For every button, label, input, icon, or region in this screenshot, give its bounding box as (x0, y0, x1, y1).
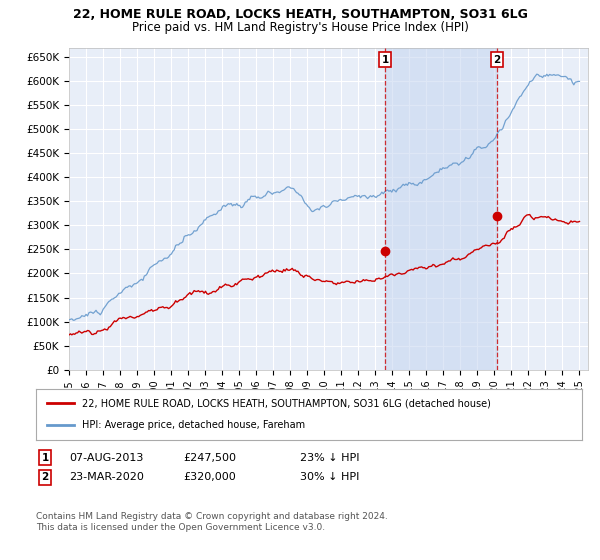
Text: Contains HM Land Registry data © Crown copyright and database right 2024.
This d: Contains HM Land Registry data © Crown c… (36, 512, 388, 532)
Text: Price paid vs. HM Land Registry's House Price Index (HPI): Price paid vs. HM Land Registry's House … (131, 21, 469, 34)
Text: 1: 1 (382, 55, 389, 64)
Text: 30% ↓ HPI: 30% ↓ HPI (300, 472, 359, 482)
Text: 07-AUG-2013: 07-AUG-2013 (69, 452, 143, 463)
Text: 23% ↓ HPI: 23% ↓ HPI (300, 452, 359, 463)
Text: 2: 2 (41, 472, 49, 482)
Text: 22, HOME RULE ROAD, LOCKS HEATH, SOUTHAMPTON, SO31 6LG (detached house): 22, HOME RULE ROAD, LOCKS HEATH, SOUTHAM… (82, 398, 491, 408)
Text: 23-MAR-2020: 23-MAR-2020 (69, 472, 144, 482)
Text: 2: 2 (494, 55, 501, 64)
Text: 22, HOME RULE ROAD, LOCKS HEATH, SOUTHAMPTON, SO31 6LG: 22, HOME RULE ROAD, LOCKS HEATH, SOUTHAM… (73, 8, 527, 21)
Text: HPI: Average price, detached house, Fareham: HPI: Average price, detached house, Fare… (82, 421, 305, 431)
Text: 1: 1 (41, 452, 49, 463)
Text: £247,500: £247,500 (183, 452, 236, 463)
Bar (385, 48, 497, 370)
Text: £320,000: £320,000 (183, 472, 236, 482)
